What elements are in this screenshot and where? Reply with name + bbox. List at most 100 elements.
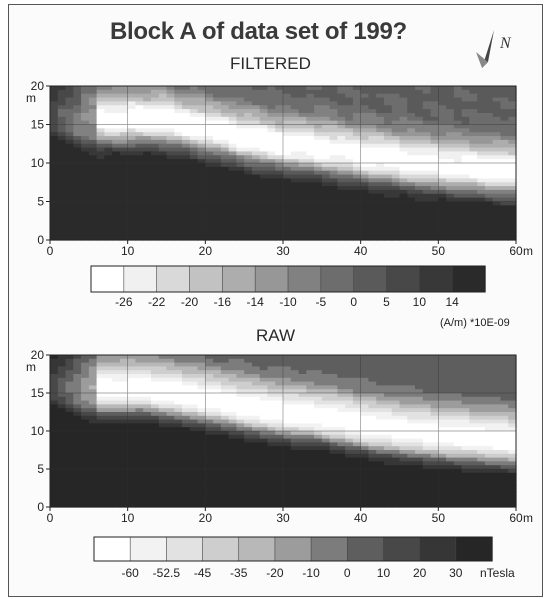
heatmap-cell — [236, 120, 245, 126]
heatmap-cell — [329, 93, 338, 99]
heatmap-cell — [438, 132, 447, 137]
heatmap-cell — [205, 488, 214, 493]
heatmap-cell — [352, 101, 362, 106]
heatmap-cell — [228, 101, 237, 106]
heatmap-cell — [182, 101, 191, 106]
heatmap-cell — [150, 499, 160, 504]
heatmap-cell — [236, 461, 245, 466]
heatmap-cell — [283, 193, 292, 199]
heatmap-cell — [267, 182, 276, 187]
heatmap-cell — [314, 197, 323, 203]
heatmap-cell — [391, 377, 401, 383]
heatmap-cell — [321, 374, 331, 379]
heatmap-cell — [329, 499, 338, 504]
heatmap-cell — [251, 163, 261, 168]
heatmap-cell — [477, 151, 486, 156]
heatmap-cell — [236, 408, 245, 413]
heatmap-cell — [205, 151, 214, 156]
heatmap-cell — [150, 461, 160, 466]
heatmap-cell — [368, 109, 377, 114]
heatmap-cell — [508, 450, 517, 455]
heatmap-cell — [376, 423, 385, 428]
heatmap-cell — [492, 182, 502, 187]
heatmap-cell — [267, 450, 276, 455]
heatmap-cell — [376, 362, 385, 367]
heatmap-cell — [50, 465, 59, 470]
heatmap-cell — [283, 116, 292, 122]
heatmap-cell — [492, 465, 502, 470]
heatmap-cell — [104, 220, 113, 226]
heatmap-cell — [104, 128, 113, 133]
heatmap-cell — [461, 408, 470, 413]
heatmap-cell — [275, 404, 284, 409]
heatmap-cell — [306, 97, 315, 102]
heatmap-cell — [314, 499, 323, 504]
heatmap-cell — [182, 431, 191, 436]
heatmap-cell — [150, 128, 160, 133]
heatmap-cell — [321, 412, 331, 417]
heatmap-cell — [438, 89, 447, 95]
heatmap-cell — [391, 427, 401, 432]
heatmap-cell — [438, 461, 447, 466]
heatmap-cell — [150, 503, 160, 508]
heatmap-cell — [415, 476, 424, 481]
heatmap-cell — [127, 450, 137, 455]
heatmap-cell — [251, 236, 261, 241]
heatmap-cell — [453, 116, 463, 122]
heatmap-cell — [314, 362, 323, 367]
heatmap-cell — [306, 112, 315, 118]
heatmap-cell — [415, 163, 424, 168]
heatmap-cell — [438, 105, 447, 110]
heatmap-cell — [143, 396, 152, 402]
heatmap-cell — [321, 461, 331, 466]
heatmap-cell — [236, 419, 245, 424]
heatmap-cell — [104, 228, 113, 233]
heatmap-cell — [65, 109, 74, 114]
heatmap-cell — [453, 404, 463, 409]
heatmap-cell — [484, 201, 494, 206]
heatmap-cell — [236, 213, 245, 218]
heatmap-cell — [189, 480, 199, 485]
heatmap-cell — [135, 431, 144, 436]
heatmap-cell — [469, 186, 478, 191]
heatmap-cell — [453, 355, 463, 360]
heatmap-cell — [96, 232, 105, 237]
heatmap-cell — [275, 446, 284, 451]
heatmap-cell — [314, 415, 323, 421]
heatmap-cell — [415, 213, 424, 218]
heatmap-cell — [127, 389, 137, 394]
heatmap-cell — [446, 97, 455, 102]
heatmap-cell — [407, 396, 416, 402]
heatmap-cell — [453, 472, 463, 478]
heatmap-cell — [57, 476, 67, 481]
heatmap-cell — [306, 385, 315, 390]
heatmap-cell — [220, 396, 230, 402]
heatmap-cell — [368, 197, 377, 203]
heatmap-cell — [337, 139, 346, 145]
heatmap-cell — [283, 434, 292, 440]
heatmap-cell — [228, 446, 237, 451]
heatmap-cell — [143, 182, 152, 187]
heatmap-cell — [422, 408, 432, 413]
heatmap-cell — [283, 427, 292, 432]
heatmap-cell — [189, 355, 199, 360]
heatmap-cell — [228, 453, 237, 459]
heatmap-cell — [220, 205, 230, 210]
heatmap-cell — [73, 404, 82, 409]
heatmap-cell — [360, 170, 370, 176]
heatmap-cell — [205, 427, 214, 432]
heatmap-cell — [236, 396, 245, 402]
heatmap-cell — [337, 431, 346, 436]
heatmap-cell — [329, 393, 338, 398]
heatmap-cell — [205, 216, 214, 222]
heatmap-cell — [415, 170, 424, 176]
heatmap-cell — [259, 159, 269, 164]
heatmap-cell — [158, 159, 168, 164]
heatmap-cell — [345, 472, 354, 478]
heatmap-cell — [290, 163, 300, 168]
heatmap-cell — [119, 423, 129, 428]
heatmap-cell — [469, 499, 478, 504]
heatmap-cell — [174, 400, 183, 405]
heatmap-cell — [500, 503, 509, 508]
heatmap-cell — [453, 389, 463, 394]
